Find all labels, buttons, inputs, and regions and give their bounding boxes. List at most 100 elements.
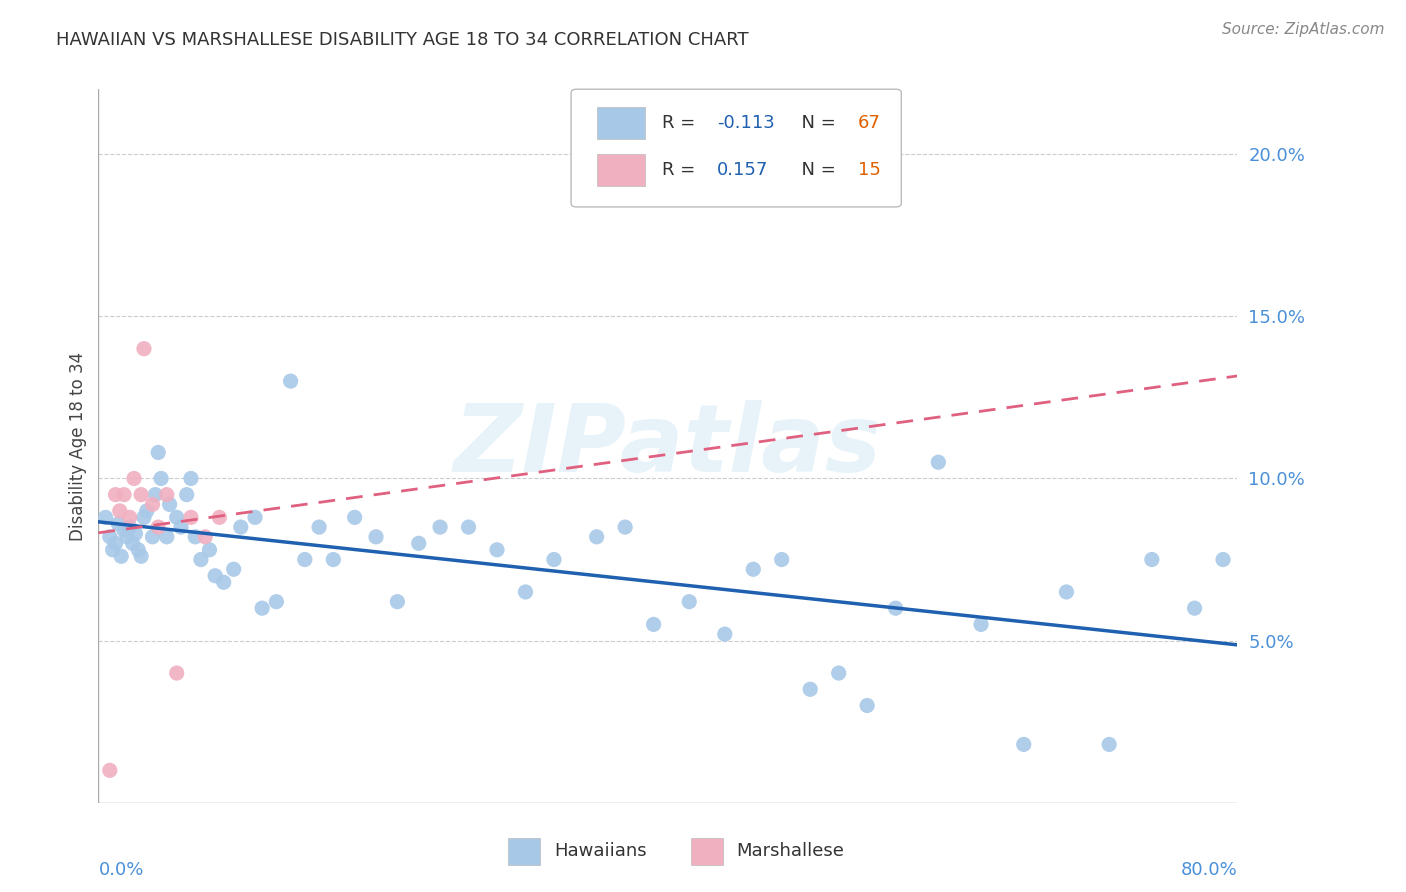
Point bbox=[212, 575, 235, 590]
Point bbox=[94, 510, 117, 524]
Point bbox=[770, 552, 793, 566]
Point bbox=[387, 595, 409, 609]
Y-axis label: Disability Age 18 to 34: Disability Age 18 to 34 bbox=[69, 351, 87, 541]
Point bbox=[159, 497, 181, 511]
Point bbox=[198, 542, 221, 557]
Point bbox=[108, 504, 131, 518]
Point bbox=[110, 549, 132, 564]
Point bbox=[250, 601, 273, 615]
Text: 15: 15 bbox=[858, 161, 882, 178]
Text: N =: N = bbox=[790, 114, 841, 132]
Point bbox=[98, 530, 121, 544]
Point bbox=[742, 562, 765, 576]
Text: Marshallese: Marshallese bbox=[737, 842, 844, 860]
Text: -0.113: -0.113 bbox=[717, 114, 775, 132]
Point bbox=[208, 510, 231, 524]
FancyBboxPatch shape bbox=[571, 89, 901, 207]
Point bbox=[884, 601, 907, 615]
Point bbox=[408, 536, 430, 550]
Point bbox=[243, 510, 266, 524]
Point bbox=[115, 530, 138, 544]
Point bbox=[828, 666, 851, 681]
Point bbox=[135, 504, 157, 518]
Point bbox=[166, 666, 188, 681]
Text: N =: N = bbox=[790, 161, 841, 178]
Point bbox=[129, 488, 152, 502]
Point bbox=[148, 445, 170, 459]
Point bbox=[184, 530, 207, 544]
Point bbox=[112, 488, 135, 502]
Point bbox=[156, 530, 179, 544]
FancyBboxPatch shape bbox=[509, 838, 540, 865]
Text: R =: R = bbox=[662, 114, 702, 132]
Text: 67: 67 bbox=[858, 114, 882, 132]
Point bbox=[343, 510, 366, 524]
Point bbox=[180, 471, 202, 485]
Point bbox=[614, 520, 637, 534]
Point bbox=[308, 520, 330, 534]
Point bbox=[429, 520, 451, 534]
Point bbox=[266, 595, 288, 609]
Text: 80.0%: 80.0% bbox=[1181, 861, 1237, 880]
Point bbox=[101, 542, 124, 557]
Point bbox=[141, 497, 163, 511]
Point bbox=[714, 627, 737, 641]
Point bbox=[927, 455, 949, 469]
Point bbox=[166, 510, 188, 524]
Point bbox=[132, 510, 155, 524]
Point bbox=[280, 374, 302, 388]
Point bbox=[1056, 585, 1078, 599]
Point bbox=[515, 585, 537, 599]
Point bbox=[180, 510, 202, 524]
Text: ZIPatlas: ZIPatlas bbox=[454, 400, 882, 492]
Point bbox=[204, 568, 226, 582]
Text: Hawaiians: Hawaiians bbox=[554, 842, 647, 860]
Point bbox=[145, 488, 167, 502]
Point bbox=[118, 510, 141, 524]
Point bbox=[104, 488, 127, 502]
Point bbox=[118, 520, 141, 534]
Point bbox=[856, 698, 879, 713]
Text: 0.0%: 0.0% bbox=[98, 861, 143, 880]
FancyBboxPatch shape bbox=[598, 107, 645, 139]
Text: 0.157: 0.157 bbox=[717, 161, 768, 178]
Point bbox=[229, 520, 252, 534]
Point bbox=[132, 342, 155, 356]
Point bbox=[585, 530, 607, 544]
Text: Source: ZipAtlas.com: Source: ZipAtlas.com bbox=[1222, 22, 1385, 37]
Point bbox=[322, 552, 344, 566]
Point bbox=[98, 764, 121, 778]
Point bbox=[104, 536, 127, 550]
Point bbox=[107, 516, 129, 531]
Point bbox=[190, 552, 212, 566]
Point bbox=[148, 520, 170, 534]
Point bbox=[1140, 552, 1163, 566]
Point bbox=[364, 530, 387, 544]
Point bbox=[170, 520, 193, 534]
Point bbox=[486, 542, 509, 557]
Point bbox=[678, 595, 700, 609]
Point bbox=[127, 542, 149, 557]
Point bbox=[122, 471, 145, 485]
Point bbox=[129, 549, 152, 564]
Text: HAWAIIAN VS MARSHALLESE DISABILITY AGE 18 TO 34 CORRELATION CHART: HAWAIIAN VS MARSHALLESE DISABILITY AGE 1… bbox=[56, 31, 749, 49]
Point bbox=[643, 617, 665, 632]
FancyBboxPatch shape bbox=[598, 153, 645, 186]
Point bbox=[156, 488, 179, 502]
Point bbox=[194, 530, 217, 544]
Point bbox=[1184, 601, 1206, 615]
Point bbox=[294, 552, 316, 566]
Point bbox=[543, 552, 565, 566]
Point bbox=[121, 536, 143, 550]
FancyBboxPatch shape bbox=[690, 838, 723, 865]
Point bbox=[176, 488, 198, 502]
Point bbox=[150, 471, 173, 485]
Point bbox=[141, 530, 163, 544]
Point bbox=[1098, 738, 1121, 752]
Point bbox=[112, 524, 135, 538]
Point bbox=[124, 526, 146, 541]
Point bbox=[1012, 738, 1035, 752]
Point bbox=[457, 520, 479, 534]
Point bbox=[970, 617, 993, 632]
Point bbox=[222, 562, 245, 576]
